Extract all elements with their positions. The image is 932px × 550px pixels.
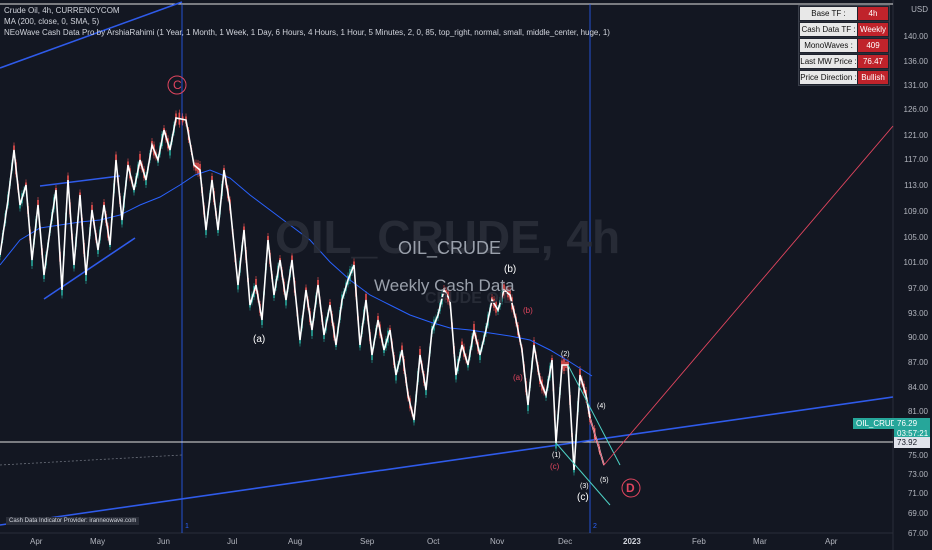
price-tick-label: 101.00 [903,258,928,267]
time-label: Oct [427,537,440,546]
price-tick-label: 109.00 [903,207,928,216]
price-tick-label: 140.00 [903,32,928,41]
info-row-cash-tf: Cash Data TF : Weekly [799,22,889,38]
wave-label-4: (4) [597,403,606,410]
price-tick-label: 71.00 [907,489,928,498]
price-tick-label: 121.00 [903,131,928,140]
projection-path [589,125,894,466]
diagonal-lower-line [555,442,611,506]
last-price-tag: 76.29 [894,418,930,429]
price-tick-label: 69.00 [907,509,928,518]
price-tick-label: 84.00 [907,383,928,392]
time-label-year: 2023 [623,537,641,546]
price-tick-label: 126.00 [903,105,928,114]
legend-symbol[interactable]: Crude Oil, 4h, CURRENCYCOM [4,6,120,15]
price-tick-label: 93.00 [907,309,928,318]
info-value: Weekly [858,23,888,36]
period-line-label-1: 1 [185,523,189,530]
info-row-base-tf: Base TF :4h [799,6,889,22]
time-label: May [90,537,106,546]
indicator-provider-footer: Cash Data Indicator Provider: iranneowav… [6,517,140,525]
info-key: Base TF : [800,7,857,20]
info-value: 76.47 [858,55,888,68]
period-line-label-2: 2 [593,523,597,530]
wave-label-red-b: (b) [523,306,533,315]
early-channel-bottom [43,237,136,300]
time-label: Apr [30,537,43,546]
price-tick-label: 117.00 [904,155,928,164]
info-row-last-price: Last MW Price :76.47 [799,54,889,70]
symbol-watermark: OIL_CRUDE, 4h [275,211,621,263]
wave-label-red-c: (c) [550,462,560,471]
hline-price-tag: 73.92 [894,437,930,448]
info-row-monowaves: MonoWaves :409 [799,38,889,54]
info-value: 409 [858,39,888,52]
price-tick-label: 73.00 [907,470,928,479]
symbol-watermark-sub: CRUDE OIL [425,290,513,307]
center-cash-data-text: Weekly Cash Data [374,276,515,295]
chart-legend: Crude Oil, 4h, CURRENCYCOM MA (200, clos… [4,5,610,38]
info-key: Price Direction : [800,71,857,84]
cash-data-info-panel: Base TF :4h Cash Data TF : Weekly MonoWav… [798,5,890,86]
price-tick-label: 105.00 [903,233,928,242]
time-label: Mar [753,537,767,546]
legend-ma[interactable]: MA (200, close, 0, SMA, 5) [4,17,100,26]
info-key: MonoWaves : [800,39,857,52]
price-axis-currency: USD [911,5,928,14]
wave-label-c-major: C [173,78,182,92]
wave-label-b: (b) [504,264,517,275]
wave-label-red-a: (a) [513,373,523,382]
info-value: 4h [858,7,888,20]
price-tick-label: 75.00 [907,451,928,460]
info-key: Cash Data TF : [800,23,857,36]
wave-d-circle [621,478,641,498]
wave-label-3: (3) [580,483,589,490]
diagonal-upper-line [567,364,621,466]
price-tick-label: 81.00 [907,407,928,416]
info-value: Bullish [858,71,888,84]
time-label: Apr [825,537,838,546]
price-tick-label: 97.00 [907,284,928,293]
info-row-direction: Price Direction : Bullish [799,70,889,85]
time-label: Feb [692,537,706,546]
price-tick-label: 113.00 [904,181,928,190]
time-label: Aug [288,537,303,546]
lower-trendline [0,396,894,526]
wave-label-5: (5) [600,477,609,484]
price-tick-label: 90.00 [907,333,928,342]
price-tick-label: 67.00 [907,529,928,538]
price-tick-label: 131.00 [903,81,928,90]
wave-label-d-major: D [626,481,635,495]
dashed-reference-line [0,454,183,466]
time-label: Dec [558,537,573,546]
upper-trendline [0,1,183,69]
time-label: Jun [157,537,170,546]
price-tick-label: 136.00 [903,57,928,66]
early-channel-top [39,175,121,187]
symbol-price-tag: OIL_CRUDE [853,418,905,429]
countdown-tag: 03:57:21 [894,428,930,439]
wave-c-circle [167,75,187,95]
time-label: Sep [360,537,375,546]
time-label: Jul [227,537,238,546]
wave-label-1: (1) [552,452,561,459]
info-key: Last MW Price : [800,55,857,68]
moving-average-line [0,169,593,377]
monowave-line [0,117,605,471]
price-tick-label: 87.00 [907,358,928,367]
time-label: Nov [490,537,505,546]
wave-label-2: (2) [561,351,570,358]
legend-indicator[interactable]: NEoWave Cash Data Pro by ArshiaRahimi (1… [4,28,610,37]
wave-label-c: (c) [577,492,589,503]
center-symbol-text: OIL_CRUDE [398,238,502,258]
wave-label-a: (a) [253,334,266,345]
price-axis-bg [893,0,932,550]
